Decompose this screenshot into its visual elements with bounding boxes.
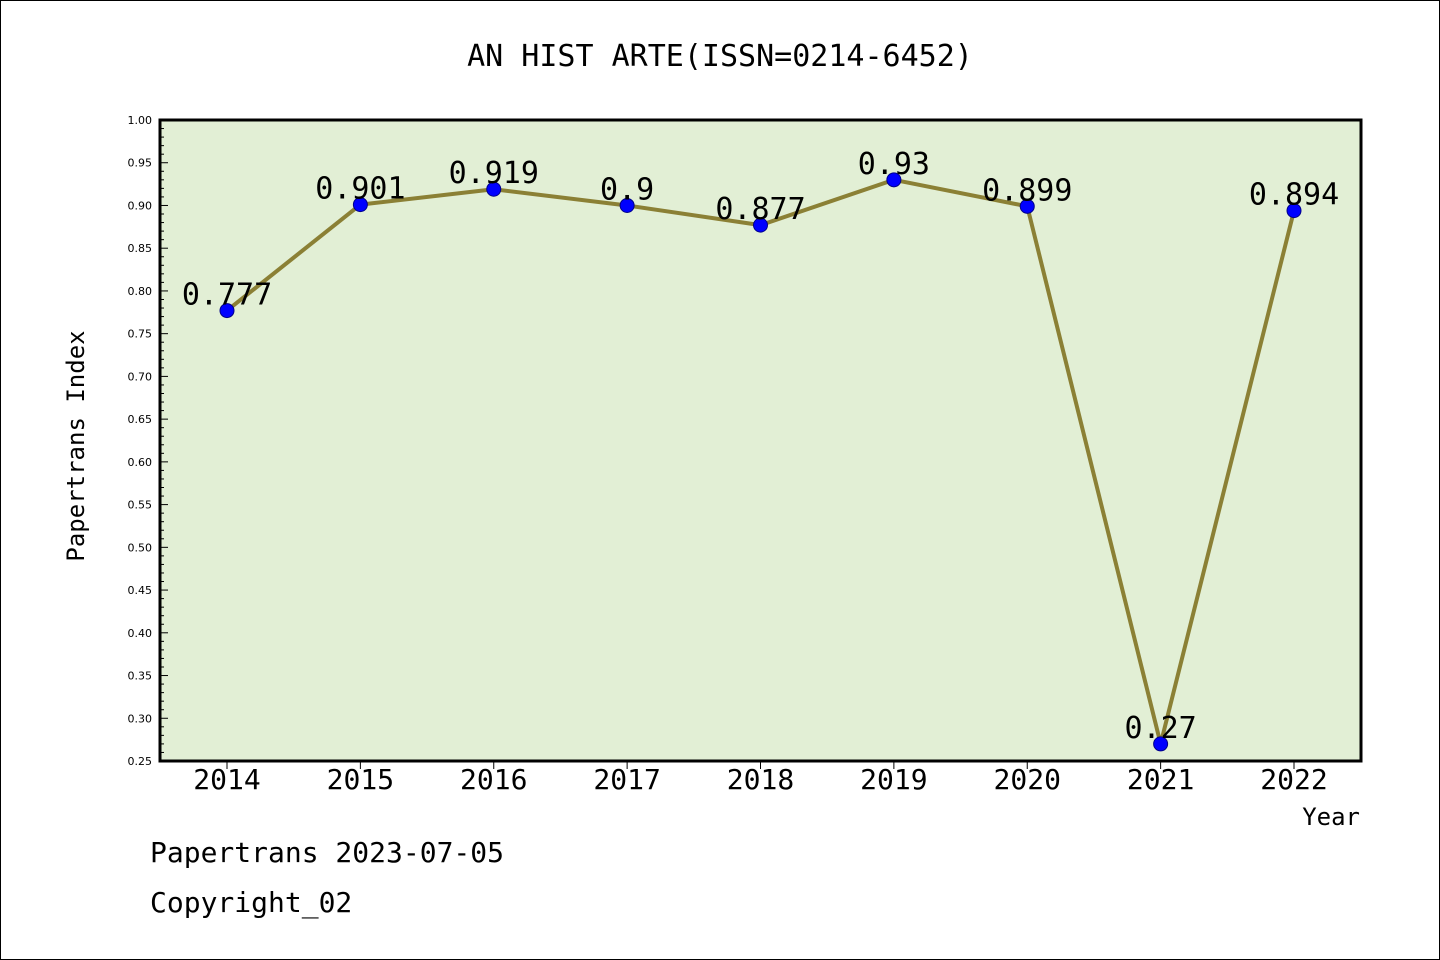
x-axis-label: Year [1302,803,1360,831]
data-point [1019,198,1035,214]
y-tick-label: 0.80 [128,285,153,298]
y-tick-label: 0.65 [128,413,153,426]
y-tick-label: 0.35 [128,670,153,683]
x-tick-label: 2017 [593,763,660,796]
y-tick-label: 0.55 [128,499,153,512]
data-point [219,303,235,319]
y-tick-label: 0.30 [128,712,153,725]
x-tick-label: 2020 [994,763,1061,796]
data-label: 0.877 [715,192,805,227]
data-point [753,217,768,233]
y-tick-label: 0.60 [128,456,153,469]
x-tick-label: 2021 [1127,763,1194,796]
data-point [619,197,635,213]
data-point [352,197,368,213]
data-point [1286,203,1302,219]
data-label: 0.899 [982,173,1072,208]
y-tick-label: 1.00 [128,114,153,127]
x-tick-label: 2018 [727,763,794,796]
x-tick-label: 2019 [860,763,927,796]
data-point [1153,736,1169,752]
x-tick-label: 2015 [327,763,394,796]
y-axis: 0.25 0.30 0.35 0.40 0.45 0.50 0.55 0.60 0.65 0.70… [128,114,168,768]
data-label: 0.27 [1125,711,1197,746]
footer-date: Papertrans 2023-07-05 [150,836,505,869]
data-points [219,172,1302,752]
data-label: 0.901 [315,172,405,207]
data-point [886,172,902,188]
y-tick-label: 0.85 [128,242,153,255]
x-tick-label: 2016 [460,763,527,796]
y-tick-label: 0.75 [128,328,153,341]
data-labels: 0.777 0.901 0.919 0.9 0.877 0.93 0.899 0.27 0.89… [182,147,1339,746]
footer-copyright: Copyright_02 [150,886,353,919]
x-axis: 2014 2015 2016 2017 2018 2019 2020 2021 2022 [193,761,1328,796]
data-label: 0.9 [600,172,654,207]
y-tick-label: 0.40 [128,627,153,640]
data-label: 0.93 [858,147,930,182]
y-tick-label: 0.45 [128,584,153,597]
data-label: 0.919 [449,156,539,191]
y-tick-label: 0.25 [128,755,153,768]
y-tick-label: 0.95 [128,157,153,170]
chart-title: AN HIST ARTE(ISSN=0214-6452) [467,39,973,74]
y-axis-label: Papertrans Index [62,330,90,561]
data-label: 0.894 [1249,178,1339,213]
y-tick-label: 0.50 [128,541,153,554]
x-tick-label: 2022 [1260,763,1327,796]
y-tick-label: 0.90 [128,199,153,212]
x-tick-label: 2014 [193,763,260,796]
y-tick-label: 0.70 [128,370,153,383]
data-label: 0.777 [182,278,272,313]
data-point [486,181,502,197]
